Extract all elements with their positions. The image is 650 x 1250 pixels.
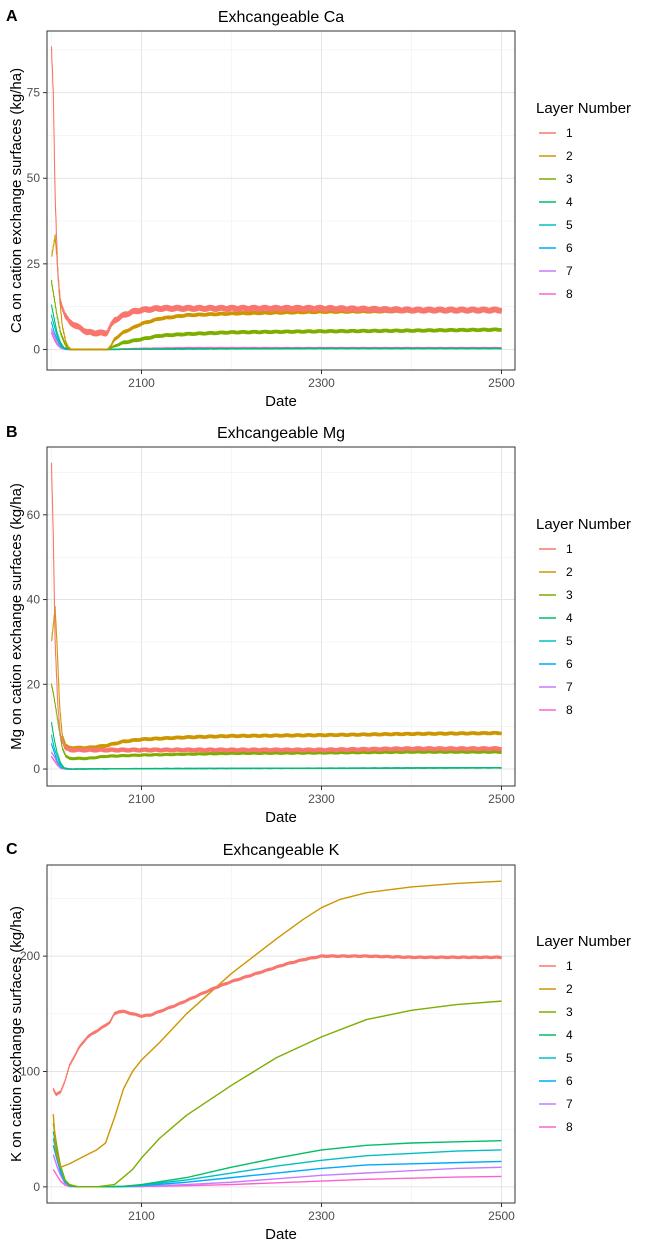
y-axis-label: K on cation exchange surfaces (kg/ha) bbox=[8, 906, 25, 1162]
legend: Layer Number 1 2 3 4 5 6 7 8 bbox=[536, 516, 631, 717]
legend-label-4: 4 bbox=[566, 195, 573, 209]
legend-label-7: 7 bbox=[566, 1097, 573, 1111]
series-line-4 bbox=[50, 722, 502, 770]
x-tick-label: 2300 bbox=[308, 792, 335, 806]
legend-label-7: 7 bbox=[566, 680, 573, 694]
legend-label-1: 1 bbox=[566, 126, 573, 140]
legend-label-7: 7 bbox=[566, 264, 573, 278]
legend-label-3: 3 bbox=[566, 1005, 573, 1019]
x-tick-label: 2500 bbox=[488, 1209, 515, 1223]
series-group bbox=[50, 462, 503, 770]
legend-label-5: 5 bbox=[566, 634, 573, 648]
series-line-3 bbox=[52, 1000, 502, 1188]
chart-title: Exhcangeable Mg bbox=[217, 425, 345, 442]
y-tick-label: 75 bbox=[27, 86, 41, 100]
legend-label-3: 3 bbox=[566, 588, 573, 602]
gridlines bbox=[47, 447, 515, 786]
legend-label-4: 4 bbox=[566, 611, 573, 625]
x-tick-label: 2500 bbox=[488, 792, 515, 806]
legend-label-8: 8 bbox=[566, 287, 573, 301]
series-line-4 bbox=[50, 304, 502, 351]
legend-label-3: 3 bbox=[566, 172, 573, 186]
x-tick-label: 2100 bbox=[128, 376, 155, 390]
x-tick-label: 2300 bbox=[308, 1209, 335, 1223]
chart-title: Exhcangeable Ca bbox=[218, 9, 344, 26]
legend-label-1: 1 bbox=[566, 542, 573, 556]
legend-label-2: 2 bbox=[566, 565, 573, 579]
legend-label-5: 5 bbox=[566, 218, 573, 232]
panel-label: C bbox=[6, 841, 18, 858]
plot-border bbox=[46, 446, 516, 787]
y-axis-label: Ca on cation exchange surfaces (kg/ha) bbox=[8, 68, 25, 333]
y-tick-label: 40 bbox=[27, 593, 41, 607]
x-tick-label: 2500 bbox=[488, 376, 515, 390]
y-tick-label: 100 bbox=[20, 1064, 40, 1078]
legend-label-6: 6 bbox=[566, 657, 573, 671]
chart-title: Exhcangeable K bbox=[223, 842, 340, 859]
series-line-1 bbox=[52, 954, 503, 1097]
legend-label-4: 4 bbox=[566, 1028, 573, 1042]
series-line-1 bbox=[50, 46, 503, 337]
legend: Layer Number 1 2 3 4 5 6 7 8 bbox=[536, 100, 631, 301]
legend-title: Layer Number bbox=[536, 933, 631, 950]
series-line-3 bbox=[50, 279, 503, 351]
y-tick-label: 60 bbox=[27, 508, 41, 522]
series-line-1 bbox=[50, 462, 503, 753]
legend-label-8: 8 bbox=[566, 1120, 573, 1134]
y-axis-label: Mg on cation exchange surfaces (kg/ha) bbox=[8, 483, 25, 750]
legend-label-2: 2 bbox=[566, 149, 573, 163]
panel-label: B bbox=[6, 424, 18, 441]
x-tick-label: 2100 bbox=[128, 1209, 155, 1223]
legend-label-6: 6 bbox=[566, 241, 573, 255]
legend-label-5: 5 bbox=[566, 1051, 573, 1065]
legend-label-8: 8 bbox=[566, 703, 573, 717]
y-tick-label: 0 bbox=[33, 342, 40, 356]
x-axis-label: Date bbox=[265, 1226, 297, 1243]
panel-a: 2100 2300 2500 0 25 50 75 A Exhcangeable Ca Date C… bbox=[0, 0, 650, 416]
series-group bbox=[52, 880, 503, 1188]
series-line-2 bbox=[50, 605, 503, 751]
x-tick-label: 2300 bbox=[308, 376, 335, 390]
y-tick-label: 20 bbox=[27, 677, 41, 691]
y-tick-label: 50 bbox=[27, 171, 41, 185]
legend-title: Layer Number bbox=[536, 100, 631, 117]
y-tick-label: 0 bbox=[33, 1180, 40, 1194]
legend: Layer Number 1 2 3 4 5 6 7 8 bbox=[536, 933, 631, 1134]
legend-label-6: 6 bbox=[566, 1074, 573, 1088]
chart-svg: 2100 2300 2500 0 20 40 60 B Exhcangeable Mg Date M… bbox=[6, 424, 631, 826]
x-axis-label: Date bbox=[265, 393, 297, 410]
x-axis-label: Date bbox=[265, 809, 297, 826]
y-tick-label: 0 bbox=[33, 762, 40, 776]
y-tick-label: 25 bbox=[27, 257, 41, 271]
legend-label-1: 1 bbox=[566, 959, 573, 973]
x-tick-label: 2100 bbox=[128, 792, 155, 806]
series-line-3 bbox=[50, 683, 503, 761]
legend-title: Layer Number bbox=[536, 516, 631, 533]
series-line-2 bbox=[52, 880, 502, 1168]
panel-c: 2100 2300 2500 0 100 200 C Exhcangeable K Date K … bbox=[0, 833, 650, 1250]
legend-label-2: 2 bbox=[566, 982, 573, 996]
series-group bbox=[50, 46, 503, 351]
panel-label: A bbox=[6, 8, 18, 25]
plot-border bbox=[46, 864, 516, 1204]
plot-border bbox=[46, 30, 516, 371]
chart-svg: 2100 2300 2500 0 100 200 C Exhcangeable K Date K … bbox=[6, 841, 631, 1243]
y-tick-label: 200 bbox=[20, 949, 40, 963]
panel-b: 2100 2300 2500 0 20 40 60 B Exhcangeable Mg Date M… bbox=[0, 416, 650, 833]
